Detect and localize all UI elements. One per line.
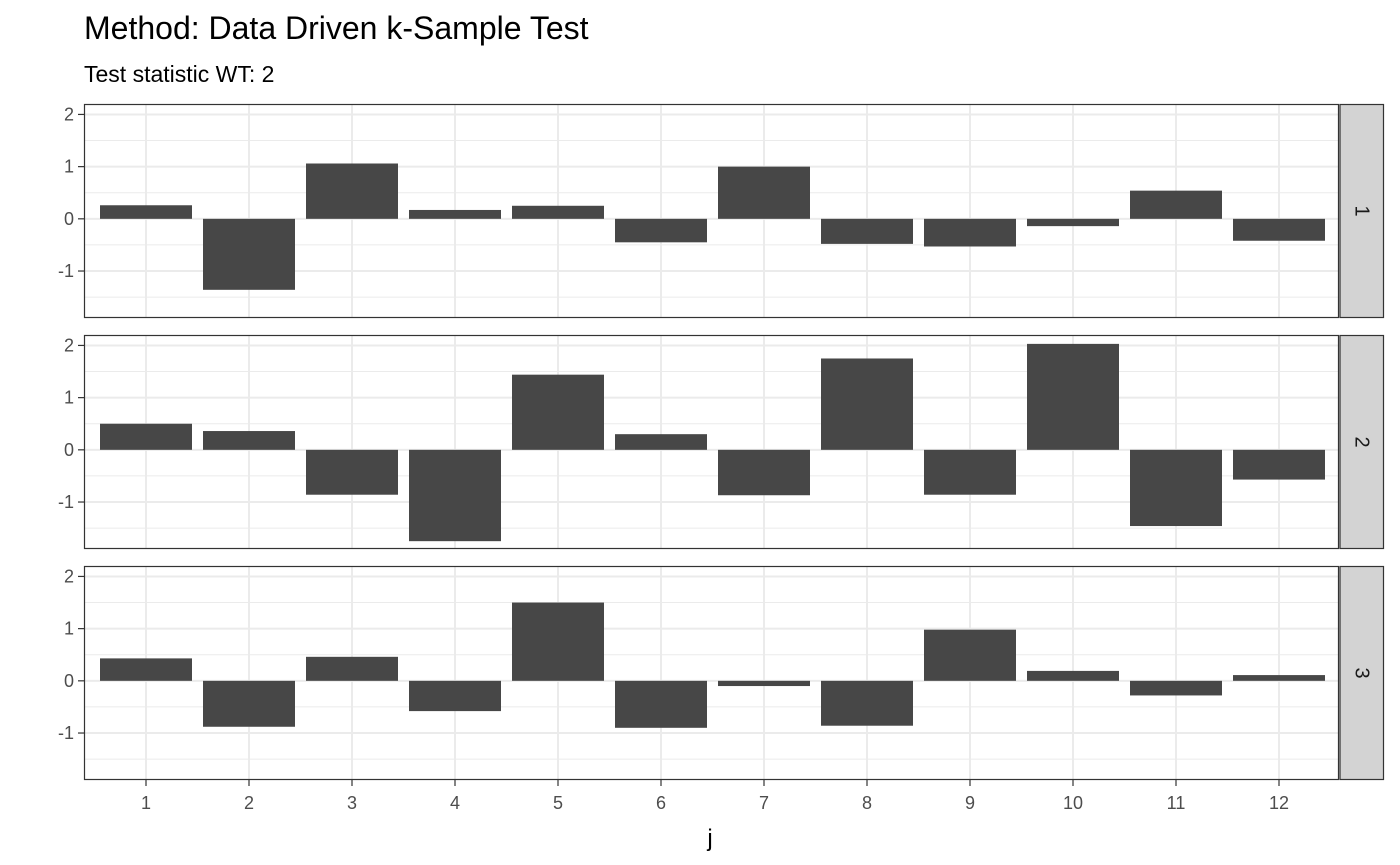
x-tick-label: 2 [244, 793, 254, 813]
bar [306, 163, 398, 219]
y-tick-label: 2 [64, 335, 74, 355]
bar [1027, 670, 1119, 681]
x-axis: 1 2 3 4 5 6 7 8 9 10 11 12 [141, 780, 1289, 813]
bar [1027, 343, 1119, 450]
bar [615, 434, 707, 450]
y-tick-label: -1 [58, 492, 74, 512]
bar [100, 205, 192, 219]
bar [821, 358, 913, 450]
panel-background [84, 566, 1339, 780]
bar [306, 656, 398, 681]
y-tick-label: 0 [64, 440, 74, 460]
y-tick-label: -1 [58, 261, 74, 281]
y-tick-label: -1 [58, 723, 74, 743]
bar [1130, 449, 1222, 527]
bar [1233, 449, 1325, 480]
x-tick-label: 12 [1269, 793, 1289, 813]
bar [718, 166, 810, 219]
y-tick-label: 1 [64, 619, 74, 639]
y-tick-label: 1 [64, 388, 74, 408]
bar [1233, 218, 1325, 241]
bar [306, 449, 398, 495]
bar [924, 218, 1016, 247]
facet-panel-1: 2 1 0 -1 1 [58, 103, 1385, 319]
x-tick-label: 10 [1063, 793, 1083, 813]
chart-subtitle: Test statistic WT: 2 [84, 61, 274, 87]
panel-border [83, 565, 1340, 781]
panel-border [83, 103, 1340, 319]
bar [718, 680, 810, 687]
bar [821, 218, 913, 244]
bar [512, 602, 604, 681]
bar [409, 209, 501, 219]
facet-strip-label: 2 [1351, 436, 1373, 447]
x-tick-label: 9 [965, 793, 975, 813]
bar [203, 431, 295, 450]
facet-strip-label: 3 [1351, 667, 1373, 678]
bar [409, 449, 501, 542]
bar [512, 374, 604, 450]
y-tick-label: 2 [64, 566, 74, 586]
y-tick-label: 0 [64, 671, 74, 691]
bar [203, 680, 295, 727]
x-tick-label: 3 [347, 793, 357, 813]
bar [615, 680, 707, 728]
y-tick-label: 1 [64, 157, 74, 177]
facet-panel-2: 2 1 0 -1 2 [58, 334, 1385, 550]
bar [409, 680, 501, 712]
facet-strip [1339, 334, 1385, 550]
x-tick-label: 4 [450, 793, 460, 813]
y-tick-label: 0 [64, 209, 74, 229]
bar [924, 629, 1016, 681]
facet-strip [1339, 565, 1385, 781]
bar [1027, 218, 1119, 227]
bar [100, 423, 192, 450]
x-tick-label: 7 [759, 793, 769, 813]
y-tick-label: 2 [64, 104, 74, 124]
bar [512, 205, 604, 219]
x-tick-label: 5 [553, 793, 563, 813]
x-tick-label: 6 [656, 793, 666, 813]
chart-title: Method: Data Driven k-Sample Test [84, 10, 589, 46]
facet-panels: 2 1 0 -1 1 2 1 0 -1 2 2 1 0 -1 3 [58, 103, 1385, 781]
x-tick-label: 1 [141, 793, 151, 813]
bar [100, 658, 192, 681]
x-axis-title: j [706, 825, 712, 852]
bar [203, 218, 295, 290]
facet-strip-label: 1 [1351, 205, 1373, 216]
facet-strip [1339, 103, 1385, 319]
panel-border [83, 334, 1340, 550]
bar [718, 449, 810, 496]
facet-panel-3: 2 1 0 -1 3 [58, 565, 1385, 781]
bar [1130, 680, 1222, 696]
bar [1130, 190, 1222, 219]
bar [821, 680, 913, 726]
bar [924, 449, 1016, 495]
x-tick-label: 11 [1167, 793, 1186, 813]
bar [615, 218, 707, 243]
x-tick-label: 8 [862, 793, 872, 813]
bar [1233, 675, 1325, 681]
